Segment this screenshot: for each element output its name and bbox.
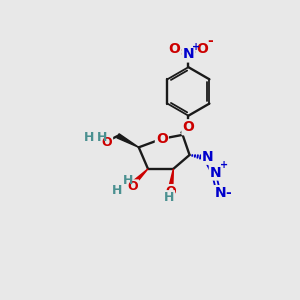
Text: O: O bbox=[196, 42, 208, 56]
Text: O: O bbox=[165, 185, 176, 198]
Text: +: + bbox=[192, 42, 200, 52]
Text: N: N bbox=[210, 166, 221, 179]
Text: -: - bbox=[207, 34, 213, 48]
Polygon shape bbox=[130, 169, 148, 187]
Text: -: - bbox=[225, 186, 231, 200]
Text: H: H bbox=[112, 184, 122, 197]
Text: N: N bbox=[214, 186, 226, 200]
Text: O: O bbox=[101, 136, 112, 149]
Text: +: + bbox=[220, 160, 228, 170]
Text: H: H bbox=[83, 131, 94, 144]
Text: H: H bbox=[97, 131, 107, 144]
Text: N: N bbox=[202, 150, 214, 164]
Text: H: H bbox=[123, 174, 134, 187]
Text: O: O bbox=[182, 120, 194, 134]
Text: N: N bbox=[183, 47, 194, 61]
Text: H: H bbox=[164, 191, 174, 204]
Text: O: O bbox=[128, 180, 138, 193]
Text: O: O bbox=[156, 132, 168, 146]
Polygon shape bbox=[168, 169, 173, 190]
Text: O: O bbox=[169, 42, 181, 56]
Polygon shape bbox=[117, 134, 139, 147]
Polygon shape bbox=[183, 124, 190, 135]
